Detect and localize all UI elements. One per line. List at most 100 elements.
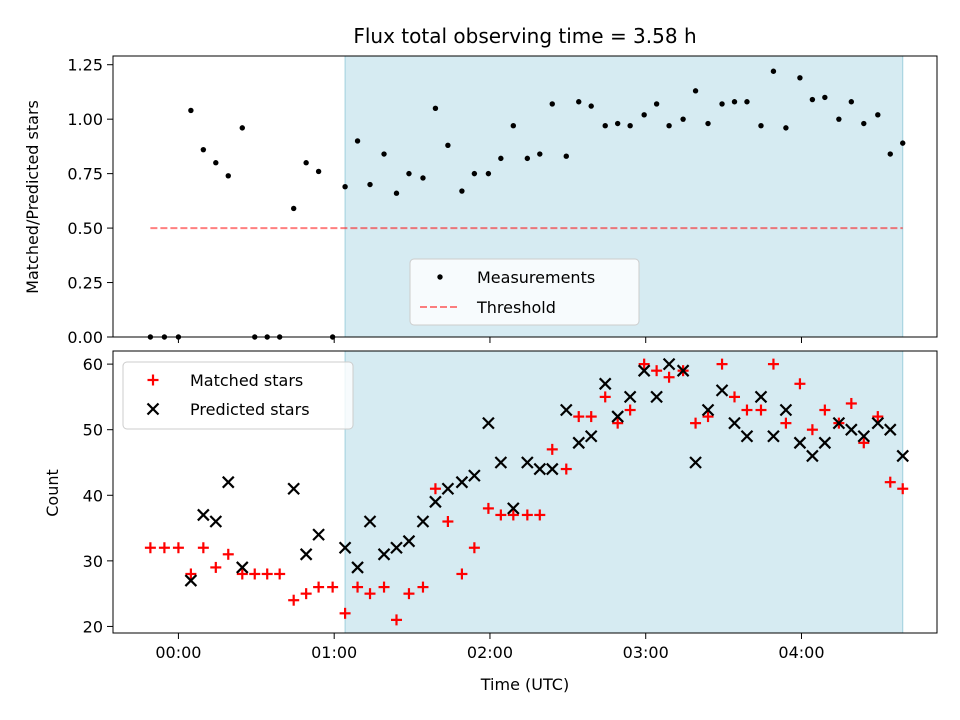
measurement-point [875, 112, 881, 118]
predicted-star-point [299, 548, 313, 561]
matched-star-point [249, 568, 261, 580]
measurement-point [627, 123, 633, 129]
measurement-point [200, 146, 207, 153]
measurement-point [354, 138, 361, 144]
legend-marker-predicted [146, 402, 160, 416]
predicted-star-point [338, 541, 352, 555]
predicted-star-point [845, 423, 858, 436]
matched-star-point [729, 391, 741, 403]
matched-star-point [495, 509, 507, 521]
matched-star-point [690, 417, 702, 429]
matched-star-point [313, 581, 325, 593]
predicted-star-point [507, 502, 520, 515]
measurement-point [485, 170, 492, 177]
measurement-point [303, 160, 309, 166]
measurement-point [563, 153, 569, 159]
y-tick-label: 0.75 [67, 165, 103, 184]
measurement-point [705, 120, 711, 127]
matched-star-point [599, 391, 611, 403]
measurement-point [836, 116, 842, 122]
predicted-star-point [521, 456, 534, 469]
matched-star-point [507, 509, 519, 521]
measurement-point [783, 125, 789, 131]
matched-star-point [794, 378, 806, 390]
x-tick-label: 00:00 [155, 643, 201, 662]
predicted-star-point [689, 456, 702, 469]
legend-marker-matched [147, 374, 159, 386]
plot-frame-bottom [112, 350, 938, 634]
measurement-point [471, 170, 478, 177]
measurement-point [393, 190, 400, 196]
predicted-star-point [779, 403, 793, 417]
predicted-star-point [390, 541, 403, 555]
predicted-star-point [715, 384, 729, 397]
predicted-star-point [650, 390, 663, 404]
predicted-star-point [806, 449, 819, 463]
predicted-star-point [351, 561, 364, 574]
matched-star-point [651, 365, 663, 377]
measurement-point [719, 101, 725, 107]
legend-bottom: Matched stars Predicted stars [122, 361, 354, 430]
measurement-point [381, 151, 387, 157]
matched-star-point [339, 607, 351, 619]
measurement-point [342, 183, 348, 190]
matched-star-point [172, 542, 184, 554]
measurement-point [809, 96, 816, 103]
matched-star-point [845, 397, 857, 409]
predicted-star-point [402, 534, 416, 548]
measurement-point [549, 101, 555, 107]
predicted-star-point [209, 515, 223, 528]
y-tick-label: 50 [83, 421, 103, 440]
predicted-star-point [754, 390, 768, 404]
predicted-star-point [637, 364, 651, 377]
y-axis-label-top: Matched/Predicted stars [23, 100, 42, 294]
matched-star-point [390, 614, 402, 626]
x-tick-label: 03:00 [623, 643, 669, 662]
legend-marker-measurements [437, 274, 443, 280]
matched-star-point [185, 568, 197, 580]
predicted-star-point [416, 515, 430, 528]
plot-frame-top [112, 55, 938, 338]
measurement-point [213, 160, 219, 166]
predicted-star-point [560, 403, 573, 417]
y-tick-label: 0.50 [67, 219, 103, 238]
measurement-point [770, 68, 777, 74]
y-tick-label: 60 [83, 355, 103, 374]
measurement-point [692, 88, 699, 94]
x-tick-label: 01:00 [311, 643, 357, 662]
measurement-point [848, 99, 855, 105]
matched-star-point [210, 561, 222, 573]
matched-star-point [261, 568, 273, 580]
predicted-star-point [468, 469, 481, 482]
measurement-point [641, 112, 647, 118]
x-tick-label: 02:00 [467, 643, 513, 662]
measurement-point [588, 103, 594, 109]
matched-star-point [806, 424, 818, 436]
matched-star-point [872, 411, 884, 423]
y-tick-label: 30 [83, 552, 103, 571]
matched-star-point [702, 411, 714, 423]
predicted-star-point [662, 357, 676, 371]
matched-star-point [546, 443, 558, 455]
measurement-point [225, 173, 231, 179]
measurement-point [290, 205, 297, 212]
measurement-point [887, 151, 893, 157]
measurement-point [432, 105, 439, 111]
matched-star-point [456, 568, 468, 580]
legend-box [122, 361, 354, 430]
x-tick-label: 04:00 [778, 643, 824, 662]
bottom-panel: 20 30 40 50 60 00:00 01:00 02:00 03:00 04:00 Match… [83, 350, 938, 662]
predicted-star-point [584, 429, 598, 443]
measurement-point [680, 116, 686, 122]
predicted-star-point [793, 436, 807, 450]
predicted-star-point [197, 508, 210, 522]
observing-window-shade [344, 350, 904, 634]
predicted-star-point [312, 528, 325, 541]
measurement-point [459, 188, 465, 194]
matched-star-point [858, 437, 870, 449]
predicted-star-point [871, 416, 885, 430]
predicted-star-point [676, 364, 690, 377]
predicted-star-point [455, 475, 469, 489]
predicted-star-point [533, 462, 547, 476]
